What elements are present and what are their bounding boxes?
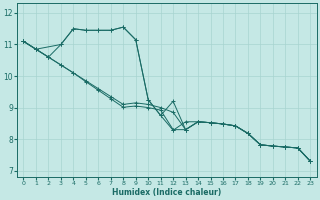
- X-axis label: Humidex (Indice chaleur): Humidex (Indice chaleur): [112, 188, 221, 197]
